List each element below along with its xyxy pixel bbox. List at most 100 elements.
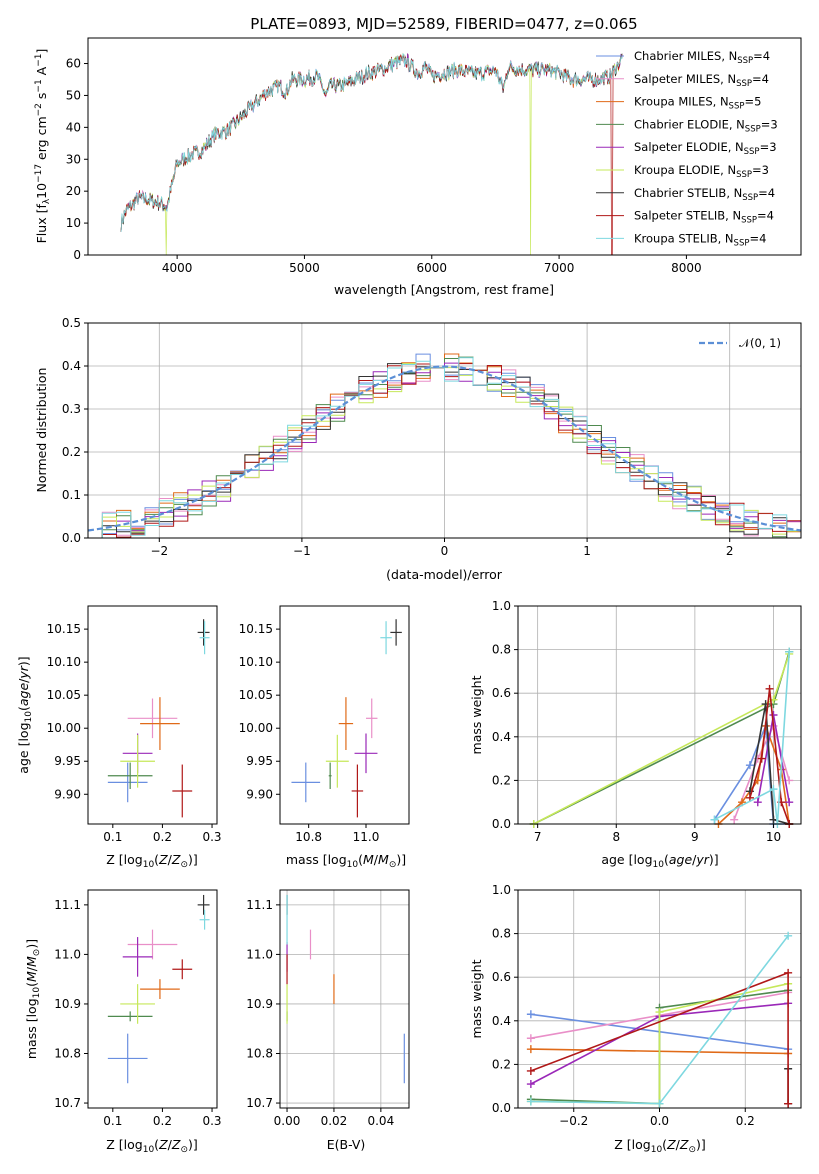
age-vs-mass-xlabel: mass [log10(M/M⊙)] (286, 852, 406, 870)
age-vs-Z-axes: 0.1 0.2 0.3 9.90 9.95 10.00 10.05 10.10 10.15 (47, 622, 222, 844)
age-vs-mass-frame (279, 605, 410, 825)
residuals-ylabel: Normed distribution (34, 368, 49, 493)
weight-vs-Z-ytick-label: 0.8 (492, 927, 511, 941)
mass-vs-ebv-panel: 0.00 0.02 0.04 10.7 10.8 10.9 11.0 11.1 E(B-V) (246, 889, 410, 1152)
weight-vs-Z-marker-salpeter_stelib (784, 1099, 793, 1108)
weight-vs-Z-ytick-label: 0.6 (492, 970, 511, 984)
spectrum-ytick-label: 50 (66, 88, 81, 102)
mass-vs-Z-ytick-label: 11.1 (54, 898, 81, 912)
age-vs-mass-ytick-label: 10.00 (239, 721, 273, 735)
weight-vs-Z-xtick-label: 0.0 (650, 1114, 669, 1128)
age-vs-mass-ytick-label: 10.10 (239, 655, 273, 669)
age-vs-mass-ytick-label: 10.15 (239, 622, 273, 636)
spectrum-legend: Chabrier MILES, NSSP=4 Salpeter MILES, NS… (596, 49, 778, 248)
age-vs-Z-errorbars (107, 619, 210, 818)
spectrum-panel: PLATE=0893, MJD=52589, FIBERID=0477, z=0… (34, 15, 802, 297)
residuals-xtick-label: −2 (150, 544, 168, 558)
age-vs-mass-ytick-label: 10.05 (239, 688, 273, 702)
mass-vs-Z-ytick-label: 11.0 (54, 947, 81, 961)
weight-vs-age-ytick-label: 0.6 (492, 686, 511, 700)
age-vs-Z-xtick-label: 0.3 (202, 830, 221, 844)
weight-vs-age-xlabel: age [log10(age/yr)] (601, 852, 718, 870)
age-vs-Z-frame (87, 605, 218, 825)
age-vs-Z-ytick-label: 10.05 (47, 688, 81, 702)
residuals-ytick-label: 0.0 (62, 531, 81, 545)
mass-vs-Z-ytick-label: 10.8 (54, 1047, 81, 1061)
spectrum-ytick-label: 20 (66, 184, 81, 198)
residuals-xtick-label: 1 (583, 544, 591, 558)
weight-vs-Z-marker-kroupa_stelib (784, 931, 793, 940)
weight-vs-Z-axes: −0.2 0.0 0.2 0.0 0.2 0.4 0.6 0.8 1.0 (492, 883, 755, 1128)
weight-vs-Z-panel: −0.2 0.0 0.2 0.0 0.2 0.4 0.6 0.8 1.0 Z [log10(Z/… (469, 883, 802, 1155)
weight-vs-age-ytick-label: 0.2 (492, 773, 511, 787)
age-vs-Z-xtick-label: 0.2 (153, 830, 172, 844)
spectrum-line-salpeter_stelib (120, 54, 623, 256)
mass-vs-ebv-ytick-label: 10.7 (246, 1096, 273, 1110)
mass-vs-ebv-grid (280, 890, 409, 1108)
weight-vs-age-series (529, 647, 794, 828)
spectrum-xtick-label: 7000 (544, 261, 575, 275)
weight-vs-age-marker-salpeter_elodie (785, 798, 794, 807)
age-vs-Z-panel: 0.1 0.2 0.3 9.90 9.95 10.00 10.05 10.10 10.15 Z … (16, 605, 222, 870)
age-vs-Z-ytick-label: 10.00 (47, 721, 81, 735)
spectrum-ytick-label: 10 (66, 216, 81, 230)
weight-vs-Z-ytick-label: 0.2 (492, 1057, 511, 1071)
histogram-kroupa_stelib (88, 357, 801, 539)
age-vs-mass-errorbars (291, 619, 402, 818)
residuals-panel: −2 −1 0 1 2 0.0 0.1 0.2 0.3 0.4 0.5 (data-model)/e… (34, 316, 802, 582)
weight-vs-age-ylabel: mass weight (469, 675, 484, 754)
age-vs-Z-xlabel: Z [log10(Z/Z⊙)] (106, 852, 198, 870)
weight-vs-age-line-salpeter_miles (733, 723, 790, 820)
residuals-xtick-label: 2 (726, 544, 734, 558)
weight-vs-age-marker-chabrier_miles (745, 761, 754, 770)
legend-label: Chabrier STELIB, NSSP=4 (634, 186, 775, 203)
residuals-ytick-label: 0.1 (62, 488, 81, 502)
age-vs-mass-ytick-label: 9.95 (246, 754, 273, 768)
weight-vs-age-line-kroupa_stelib (714, 651, 790, 825)
legend-label: Chabrier MILES, NSSP=4 (634, 49, 770, 66)
weight-vs-Z-marker-chabrier_miles (526, 1010, 535, 1019)
mass-vs-ebv-xlabel: E(B-V) (327, 1137, 366, 1152)
weight-vs-Z-marker-kroupa_miles (526, 1045, 535, 1054)
age-vs-Z-ytick-label: 9.90 (54, 787, 81, 801)
mass-vs-Z-xtick-label: 0.2 (153, 1114, 172, 1128)
legend-label: Salpeter MILES, NSSP=4 (634, 72, 769, 89)
weight-vs-age-ytick-label: 0.0 (492, 817, 511, 831)
weight-vs-Z-xtick-label: 0.2 (736, 1114, 755, 1128)
legend-label: Salpeter STELIB, NSSP=4 (634, 209, 774, 226)
spectrum-line-kroupa_stelib (120, 53, 623, 233)
mass-vs-ebv-ytick-label: 10.8 (246, 1047, 273, 1061)
weight-vs-Z-series (526, 931, 793, 1108)
weight-vs-age-ytick-label: 1.0 (492, 599, 511, 613)
mass-vs-ebv-errorbars (286, 894, 405, 1084)
age-vs-mass-ytick-label: 9.90 (246, 787, 273, 801)
legend-label: Salpeter ELODIE, NSSP=3 (634, 140, 777, 157)
age-vs-Z-ytick-label: 10.10 (47, 655, 81, 669)
mass-vs-ebv-ytick-label: 11.1 (246, 898, 273, 912)
weight-vs-age-xtick-label: 10 (766, 830, 781, 844)
weight-vs-Z-xlabel: Z [log10(Z/Z⊙)] (614, 1137, 706, 1155)
weight-vs-age-frame (517, 605, 802, 825)
weight-vs-age-marker-kroupa_stelib (710, 815, 719, 824)
weight-vs-Z-marker-kroupa_stelib (655, 1099, 664, 1108)
weight-vs-age-xtick-label: 9 (691, 830, 699, 844)
mass-vs-Z-xlabel: Z [log10(Z/Z⊙)] (106, 1137, 198, 1155)
weight-vs-Z-marker-salpeter_elodie (526, 1080, 535, 1089)
spectrum-ytick-label: 40 (66, 120, 81, 134)
spectrum-ytick-label: 0 (73, 248, 81, 262)
mass-vs-Z-ylabel: mass [log10(M/M⊙)] (24, 939, 42, 1059)
legend-label: Kroupa MILES, NSSP=5 (634, 95, 761, 112)
age-vs-Z-ylabel: age [log10(age/yr)] (16, 656, 34, 773)
mass-vs-Z-frame (87, 889, 218, 1109)
weight-vs-age-marker-kroupa_stelib (785, 647, 794, 656)
residuals-axes: −2 −1 0 1 2 0.0 0.1 0.2 0.3 0.4 0.5 (62, 316, 734, 558)
spectrum-xtick-label: 4000 (162, 261, 193, 275)
spectrum-ytick-label: 30 (66, 152, 81, 166)
spectrum-ytick-label: 60 (66, 57, 81, 71)
weight-vs-Z-marker-kroupa_stelib (526, 1097, 535, 1106)
spectrum-line-kroupa_elodie (120, 52, 623, 256)
residuals-ytick-label: 0.4 (62, 359, 81, 373)
weight-vs-Z-ytick-label: 1.0 (492, 883, 511, 897)
gauss-curve (87, 365, 802, 532)
